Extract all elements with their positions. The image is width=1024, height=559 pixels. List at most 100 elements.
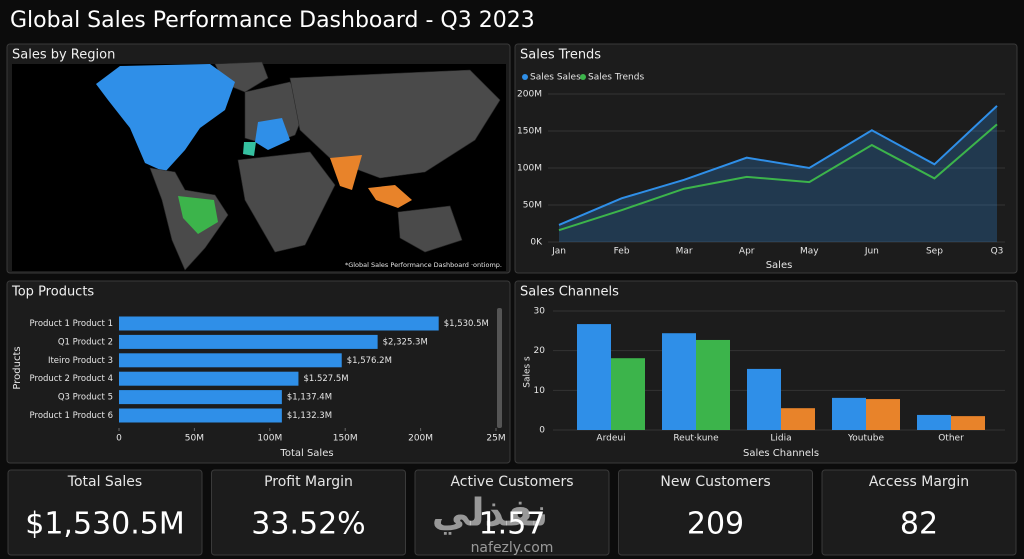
bar [119,316,439,331]
kpi-row: Total Sales $1,530.5M Profit Margin 33.52% A… [7,469,1017,556]
watermark-site: nafezly.com [471,540,554,556]
y-tick-label: 150M [517,127,542,137]
x-axis-title: Total Sales [279,448,333,459]
trends-panel [514,43,1018,274]
x-tick-label: 25M [486,434,505,444]
y-tick-label: 30 [534,307,546,317]
bar [119,371,299,386]
panel-title: Sales Channels [520,285,619,300]
legend-label: Sales Sales [530,73,581,83]
y-tick-label: 0 [539,426,545,436]
x-axis-title: Sales [766,260,793,271]
x-tick-label: Jan [551,247,566,257]
australia [397,205,463,253]
watermark-logo: نفذلي [432,491,548,535]
india [330,155,362,190]
bar [611,358,645,430]
x-tick-label: 0 [116,434,122,444]
line [558,105,998,226]
world-map [12,61,506,271]
bar [662,333,696,430]
y-tick-label: 20 [534,346,546,356]
bar [951,416,985,430]
x-tick-label: Ardeui [596,434,625,444]
bar [866,399,900,430]
y-tick-label: Product 1 Product 6 [30,411,113,421]
bar [119,353,342,368]
bar-label: $1,137.4M [287,393,332,403]
x-tick-label: Jun [864,247,879,257]
africa [237,151,336,253]
dashboard-title: Global Sales Performance Dashboard - Q3 … [10,8,535,33]
y-tick-label: 0K [530,238,543,248]
europe-highlight [255,118,290,150]
legend-label: Sales Trends [588,73,644,83]
bar [119,390,282,405]
x-tick-label: 50M [185,434,204,444]
y-tick-label: Product 2 Product 4 [30,374,113,384]
y-tick-label: Product 1 Product 1 [30,319,113,329]
kpi-card [7,469,203,556]
kpi-label: Profit Margin [264,474,353,490]
y-tick-label: 200M [517,90,542,100]
x-tick-label: Mar [676,247,693,257]
x-axis-title: Sales Channels [743,448,819,459]
bar [119,334,378,349]
y-tick-label: Q1 Product 2 [58,337,113,347]
kpi-value: 209 [687,507,744,542]
scrollbar [497,308,502,428]
y-tick-label: 10 [534,386,546,396]
bar-label: $2,325.3M [383,337,428,347]
x-tick-label: Q3 [991,247,1004,257]
brazil [178,196,218,234]
north-america [96,64,235,172]
bar [577,324,611,430]
bar [832,397,866,430]
y-tick-label: Q3 Product 5 [58,393,113,403]
x-tick-label: 200M [408,434,433,444]
kpi-value: 33.52% [251,507,365,542]
map-caption: *Global Sales Performance Dashboard ·ont… [345,261,502,269]
x-tick-label: Lidia [770,434,791,444]
legend-marker [522,74,528,80]
line [558,123,998,232]
kpi-label: Total Sales [67,474,142,490]
x-tick-label: Youtube [847,434,884,444]
southeast-asia [368,185,412,208]
kpi-value: $1,530.5M [25,507,184,542]
x-tick-label: Sep [926,247,943,257]
iberia [243,142,256,156]
panel-title: Top Products [11,285,94,300]
asia [289,69,501,179]
y-axis-title: Products [12,346,23,389]
bar [781,408,815,430]
kpi-label: Active Customers [450,474,573,490]
kpi-label: Access Margin [869,474,969,490]
bar-label: $1,530.5M [444,319,489,329]
panel-title: Sales Trends [520,48,601,63]
x-tick-label: 100M [257,434,282,444]
kpi-value: 1.57 [479,507,546,542]
bar [747,368,781,430]
kpi-card [618,469,813,556]
legend-marker [580,74,586,80]
y-tick-label: 50M [523,201,542,211]
kpi-label: New Customers [660,474,770,490]
x-tick-label: Apr [739,247,755,257]
y-tick-label: Iteiro Product 3 [48,356,113,366]
panel-title: Sales by Region [12,48,115,63]
bar-label: $1,132.3M [287,411,332,421]
y-tick-label: 100M [517,164,542,174]
bar [917,414,951,430]
x-tick-label: Reut·kune [673,434,719,444]
kpi-card [211,469,406,556]
x-tick-label: Feb [614,247,630,257]
kpi-card [414,469,610,556]
y-axis-title: Sales s [523,356,533,388]
kpi-card [821,469,1017,556]
bar [119,408,282,423]
x-tick-label: 150M [333,434,358,444]
bar [696,339,730,430]
x-tick-label: May [800,247,819,257]
